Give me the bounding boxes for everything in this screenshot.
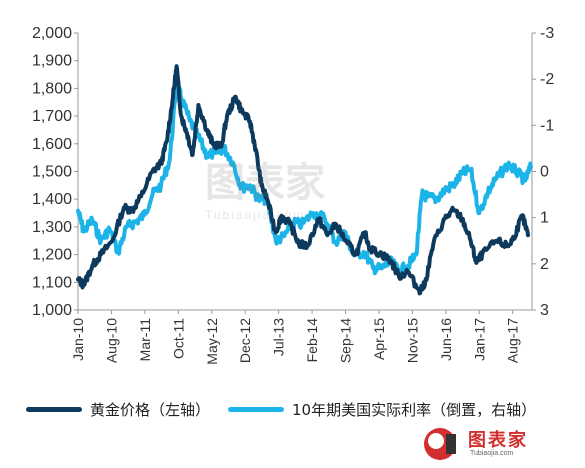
left-tick-label: 1,500 [32,164,72,181]
x-tick-label: Sep-14 [338,318,354,363]
center-watermark: 图表家 Tubiaojia.com [205,150,405,222]
right-tick-label: 2 [540,256,549,273]
watermark-head-icon [424,428,456,460]
left-tick-label: 2,000 [32,25,72,42]
right-tick-label: -2 [540,71,554,88]
series-line-gold-price [76,64,530,296]
center-watermark-sub: Tubiaojia.com [205,208,306,222]
legend-label-rate: 10年期美国实际利率（倒置，右轴） [292,400,537,419]
left-tick-label: 1,700 [32,108,72,125]
x-tick-label: Apr-15 [371,318,387,360]
left-tick-label: 1,600 [32,136,72,153]
right-tick-label: 0 [540,164,549,181]
x-axis-ticks: Jan-10 Aug-10 Mar-11 Oct-11 May-12 Dec-12 Jul-… [70,310,521,365]
x-tick-label: Nov-15 [404,318,420,363]
left-tick-label: 1,400 [32,191,72,208]
x-tick-label: Jan-17 [471,318,487,361]
left-tick-label: 1,100 [32,274,72,291]
center-watermark-logo: 图表家 [205,160,325,206]
corner-watermark: 图表家 Tubiaojia.com [412,424,572,464]
left-tick-label: 1,200 [32,247,72,264]
x-tick-label: Aug-10 [103,318,119,363]
legend-item-rate: 10年期美国实际利率（倒置，右轴） [228,399,536,420]
series-line-real-rate [76,81,533,277]
x-tick-label: Jun-16 [438,318,454,361]
left-axis-ticks: 1,000 1,100 1,200 1,300 1,400 1,500 1,600 1,700… [32,25,78,319]
x-tick-label: Feb-14 [304,318,320,363]
x-tick-label: May-12 [204,318,220,365]
legend: 黄金价格（左轴） 10年期美国实际利率（倒置，右轴） [26,396,566,422]
legend-label-gold: 黄金价格（左轴） [90,400,211,419]
x-tick-label: Aug-17 [505,318,521,363]
watermark-sub-text: Tubiaojia.com [470,450,514,457]
legend-swatch-rate [228,406,285,412]
legend-swatch-gold [26,406,82,412]
watermark-logo-text: 图表家 [468,430,528,451]
right-axis-ticks: -3 -2 -1 0 1 2 3 [532,25,554,319]
x-tick-label: Mar-11 [137,318,153,362]
left-tick-label: 1,900 [32,53,72,70]
right-tick-label: -1 [540,117,554,134]
left-tick-label: 1,000 [32,302,72,319]
left-tick-label: 1,300 [32,219,72,236]
x-tick-label: Dec-12 [237,318,253,363]
left-tick-label: 1,800 [32,80,72,97]
right-tick-label: 1 [540,210,549,227]
x-tick-label: Jul-13 [271,318,287,356]
series-lines [76,64,533,296]
right-tick-label: 3 [540,302,549,319]
x-tick-label: Oct-11 [170,318,186,359]
legend-item-gold: 黄金价格（左轴） [26,399,210,420]
right-tick-label: -3 [540,25,554,42]
x-tick-label: Jan-10 [70,318,86,361]
